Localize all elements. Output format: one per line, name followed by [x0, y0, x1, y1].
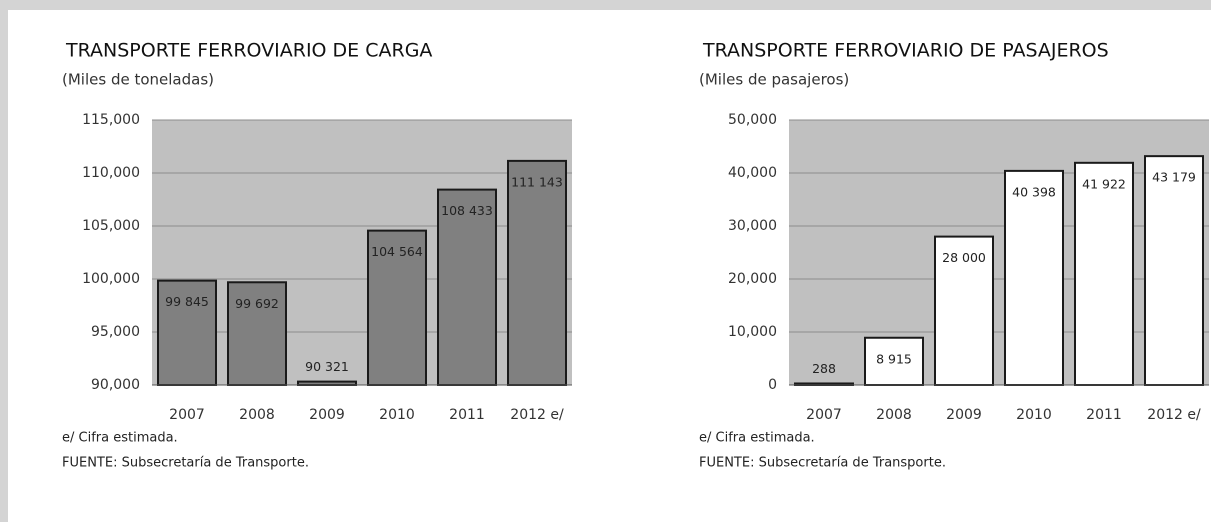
plot-area: [789, 120, 1209, 385]
chart-title: TRANSPORTE FERROVIARIO DE CARGA: [65, 40, 432, 62]
x-tick-label: 2007: [169, 407, 205, 423]
x-tick-label: 2009: [309, 407, 345, 423]
bar: [1004, 169, 1064, 386]
x-tick-label: 2010: [1016, 407, 1052, 423]
value-label: 41 922: [1082, 176, 1126, 191]
value-label: 28 000: [942, 250, 986, 265]
frame-left: [0, 0, 8, 522]
bar: [1144, 155, 1204, 386]
y-tick-label: 95,000: [91, 324, 140, 340]
frame-top: [0, 0, 1211, 10]
chart-subtitle: (Miles de toneladas): [62, 71, 214, 89]
x-tick-label: 2012 e/: [1147, 407, 1201, 423]
y-tick-label: 10,000: [728, 324, 777, 340]
y-tick-label: 115,000: [82, 112, 140, 128]
source: FUENTE: Subsecretaría de Transporte.: [699, 456, 946, 471]
bar: [507, 159, 567, 386]
chart-subtitle: (Miles de pasajeros): [699, 71, 849, 89]
bar: [934, 235, 994, 386]
bar: [437, 188, 497, 386]
y-tick-label: 100,000: [82, 271, 140, 287]
plot-area: [152, 120, 572, 385]
chart-title: TRANSPORTE FERROVIARIO DE PASAJEROS: [702, 40, 1109, 62]
footnote: e/ Cifra estimada.: [62, 431, 178, 446]
x-tick-label: 2012 e/: [510, 407, 564, 423]
x-tick-label: 2007: [806, 407, 842, 423]
value-label: 99 845: [165, 294, 209, 309]
bar: [157, 279, 217, 387]
y-tick-label: 40,000: [728, 165, 777, 181]
x-tick-label: 2011: [449, 407, 485, 423]
x-tick-label: 2009: [946, 407, 982, 423]
value-label: 8 915: [876, 351, 912, 366]
y-tick-label: 0: [768, 377, 777, 393]
y-tick-label: 50,000: [728, 112, 777, 128]
y-tick-label: 105,000: [82, 218, 140, 234]
value-label: 104 564: [371, 244, 423, 259]
footnote: e/ Cifra estimada.: [699, 431, 815, 446]
value-label: 111 143: [511, 174, 563, 189]
x-tick-label: 2008: [239, 407, 275, 423]
bar: [1074, 161, 1134, 386]
y-tick-label: 110,000: [82, 165, 140, 181]
x-tick-label: 2011: [1086, 407, 1122, 423]
source: FUENTE: Subsecretaría de Transporte.: [62, 456, 309, 471]
value-label: 99 692: [235, 296, 279, 311]
x-tick-label: 2010: [379, 407, 415, 423]
bar: [297, 380, 357, 387]
value-label: 90 321: [305, 359, 349, 374]
value-label: 43 179: [1152, 170, 1196, 185]
x-tick-label: 2008: [876, 407, 912, 423]
y-tick-label: 20,000: [728, 271, 777, 287]
y-tick-label: 30,000: [728, 218, 777, 234]
y-tick-label: 90,000: [91, 377, 140, 393]
value-label: 40 398: [1012, 184, 1056, 199]
value-label: 288: [812, 361, 836, 376]
value-label: 108 433: [441, 203, 493, 218]
